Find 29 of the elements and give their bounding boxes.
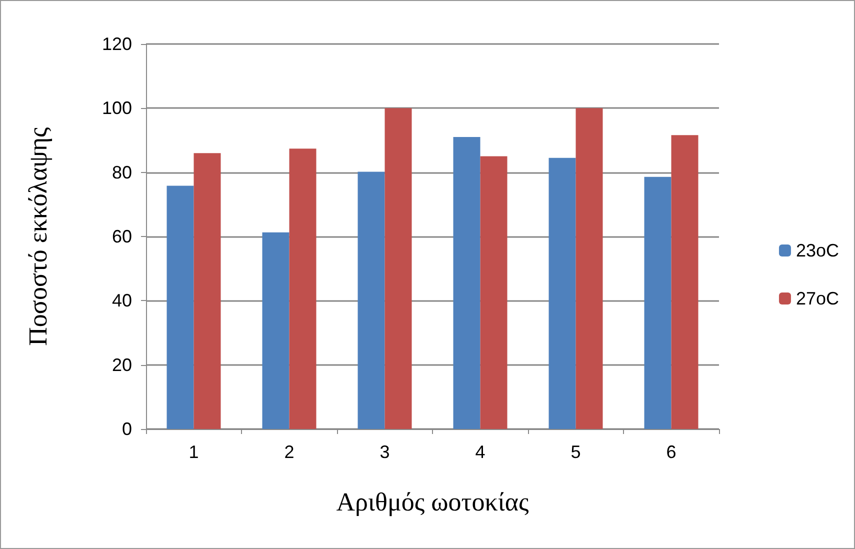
bar	[548, 158, 576, 429]
y-tick-label: 40	[112, 290, 132, 311]
y-tick-label: 80	[112, 162, 132, 182]
bar	[576, 108, 603, 429]
y-tick-label: 20	[112, 354, 132, 375]
bar	[453, 137, 480, 429]
bar	[671, 135, 698, 429]
x-tick-label: 2	[284, 442, 294, 462]
y-axis-title: Ποσοστό εκκόλαψης	[24, 126, 52, 346]
y-tick-label: 60	[112, 226, 132, 246]
y-tick-label: 120	[102, 34, 132, 54]
y-tick-label: 100	[102, 98, 132, 118]
bar	[289, 148, 316, 429]
x-axis-title: Αριθμός ωοτοκίας	[336, 488, 530, 516]
legend-label: 23oC	[796, 240, 839, 260]
bar	[194, 153, 221, 429]
bar	[480, 156, 508, 429]
bar	[384, 108, 412, 429]
legend-label: 27oC	[796, 288, 839, 308]
x-tick-label: 4	[475, 442, 486, 462]
x-tick-label: 5	[570, 442, 581, 462]
x-tick-label: 3	[380, 442, 390, 462]
y-tick-label: 0	[122, 419, 132, 439]
x-tick-label: 1	[188, 442, 199, 462]
bar	[644, 176, 672, 429]
x-tick-label: 6	[666, 442, 676, 462]
bar	[262, 232, 290, 429]
bar	[358, 172, 385, 429]
bar	[166, 186, 194, 429]
